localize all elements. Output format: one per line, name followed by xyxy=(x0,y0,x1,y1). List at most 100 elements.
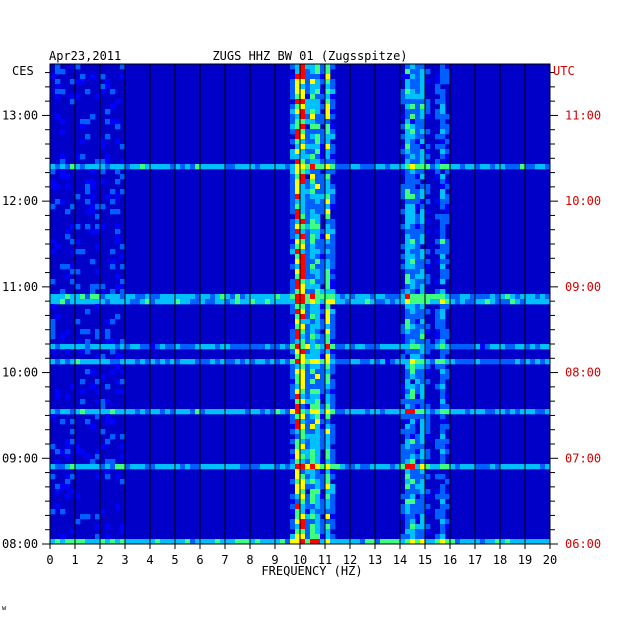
spectrogram-cell xyxy=(130,539,136,545)
spectrogram-cell xyxy=(415,194,421,200)
spectrogram-cell xyxy=(115,274,121,280)
spectrogram-cell xyxy=(405,109,411,115)
spectrogram-cell xyxy=(90,229,96,235)
spectrogram-cell xyxy=(315,269,321,275)
spectrogram-cell xyxy=(395,539,401,545)
spectrogram-cell xyxy=(210,299,216,305)
spectrogram-cell xyxy=(55,114,61,120)
spectrogram-cell xyxy=(310,309,316,315)
spectrogram-cell xyxy=(315,354,321,360)
spectrogram-cell xyxy=(305,504,311,510)
spectrogram-cell xyxy=(415,509,421,515)
spectrogram-cell xyxy=(320,414,326,420)
spectrogram-cell xyxy=(275,539,281,545)
spectrogram-cell xyxy=(295,284,301,290)
spectrogram-cell xyxy=(215,359,221,365)
spectrogram-cell xyxy=(110,369,116,375)
spectrogram-cell xyxy=(305,239,311,245)
spectrogram-cell xyxy=(410,169,416,175)
spectrogram-cell xyxy=(305,289,311,295)
spectrogram-cell xyxy=(400,329,406,335)
spectrogram-cell xyxy=(130,344,136,350)
spectrogram-cell xyxy=(305,84,311,90)
spectrogram-cell xyxy=(415,529,421,535)
spectrogram-cell xyxy=(95,399,101,405)
spectrogram-cell xyxy=(300,64,306,70)
right-tick-label: 08:00 xyxy=(565,366,601,380)
spectrogram-cell xyxy=(305,509,311,515)
spectrogram-cell xyxy=(295,249,301,255)
spectrogram-cell xyxy=(65,479,71,485)
spectrogram-cell xyxy=(300,214,306,220)
spectrogram-cell xyxy=(305,329,311,335)
spectrogram-cell xyxy=(490,409,496,415)
spectrogram-cell xyxy=(415,434,421,440)
spectrogram-cell xyxy=(240,299,246,305)
spectrogram-cell xyxy=(415,109,421,115)
spectrogram-cell xyxy=(425,264,431,270)
spectrogram-cell xyxy=(440,274,446,280)
spectrogram-cell xyxy=(435,359,441,365)
spectrogram-cell xyxy=(315,524,321,530)
spectrogram-cell xyxy=(240,539,246,545)
spectrogram-cell xyxy=(375,464,381,470)
spectrogram-cell xyxy=(230,164,236,170)
spectrogram-cell xyxy=(440,79,446,85)
spectrogram-cell xyxy=(120,464,126,470)
spectrogram-cell xyxy=(50,409,56,415)
spectrogram-cell xyxy=(220,294,226,300)
spectrogram-cell xyxy=(325,239,331,245)
spectrogram-cell xyxy=(120,524,126,530)
spectrogram-cell xyxy=(280,539,286,545)
spectrogram-cell xyxy=(405,209,411,215)
spectrogram-cell xyxy=(310,344,316,350)
spectrogram-cell xyxy=(70,99,76,105)
spectrogram-cell xyxy=(330,309,336,315)
spectrogram-cell xyxy=(435,334,441,340)
spectrogram-cell xyxy=(305,194,311,200)
spectrogram-cell xyxy=(315,254,321,260)
spectrogram-cell xyxy=(305,229,311,235)
spectrogram-cell xyxy=(320,369,326,375)
spectrogram-cell xyxy=(435,409,441,415)
spectrogram-cell xyxy=(410,449,416,455)
spectrogram-cell xyxy=(320,409,326,415)
spectrogram-cell xyxy=(320,274,326,280)
spectrogram-cell xyxy=(455,539,461,545)
spectrogram-cell xyxy=(420,64,426,70)
spectrogram-cell xyxy=(470,359,476,365)
spectrogram-cell xyxy=(325,294,331,300)
spectrogram-cell xyxy=(120,389,126,395)
spectrogram-cell xyxy=(425,379,431,385)
spectrogram-cell xyxy=(295,184,301,190)
spectrogram-cell xyxy=(370,359,376,365)
spectrogram-cell xyxy=(75,294,81,300)
spectrogram-cell xyxy=(420,444,426,450)
spectrogram-cell xyxy=(305,529,311,535)
spectrogram-cell xyxy=(300,424,306,430)
spectrogram-cell xyxy=(240,409,246,415)
spectrogram-cell xyxy=(425,464,431,470)
spectrogram-cell xyxy=(410,514,416,520)
spectrogram-cell xyxy=(300,209,306,215)
spectrogram-cell xyxy=(305,144,311,150)
spectrogram-cell xyxy=(160,344,166,350)
spectrogram-cell xyxy=(410,189,416,195)
spectrogram-cell xyxy=(295,399,301,405)
spectrogram-cell xyxy=(445,259,451,265)
spectrogram-cell xyxy=(460,344,466,350)
spectrogram-cell xyxy=(400,89,406,95)
spectrogram-cell xyxy=(95,284,101,290)
spectrogram-cell xyxy=(285,299,291,305)
spectrogram-cell xyxy=(295,324,301,330)
spectrogram-cell xyxy=(135,344,141,350)
spectrogram-cell xyxy=(100,84,106,90)
spectrogram-cell xyxy=(290,154,296,160)
spectrogram-cell xyxy=(440,259,446,265)
spectrogram-cell xyxy=(155,299,161,305)
spectrogram-cell xyxy=(515,464,521,470)
spectrogram-cell xyxy=(70,64,76,70)
spectrogram-cell xyxy=(315,319,321,325)
spectrogram-cell xyxy=(110,294,116,300)
spectrogram-cell xyxy=(445,64,451,70)
